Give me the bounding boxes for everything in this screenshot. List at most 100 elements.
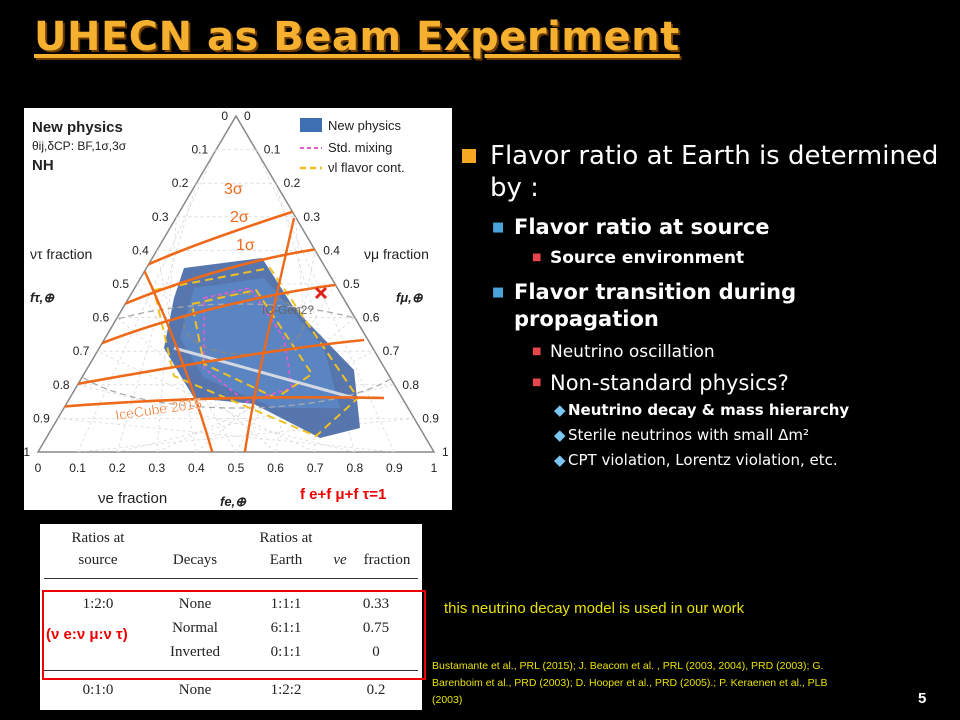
f-mu-axis-label: fμ,⊕ — [396, 290, 424, 305]
cell-fraction: 0.2 — [366, 682, 386, 698]
bullet-text: Flavor transition during propagation — [514, 280, 797, 331]
cell-decay: Inverted — [170, 644, 220, 660]
square-bullet-icon: ■ — [532, 346, 542, 357]
diamond-bullet-icon: ◆ — [554, 451, 566, 469]
cell-decay: None — [178, 682, 212, 698]
bullet-level3: ■ Neutrino oscillation — [532, 341, 942, 363]
bullet-level4: ◆ CPT violation, Lorentz violation, etc. — [554, 451, 942, 470]
grid-line — [77, 149, 217, 452]
legend-label-std-mixing: Std. mixing — [328, 140, 392, 155]
tick-label: 0.5 — [112, 277, 129, 291]
tick-label: 0.4 — [323, 243, 340, 257]
tick-label: 0.2 — [172, 176, 189, 190]
legend-swatch-new-physics — [300, 118, 322, 132]
ternary-plot: New physics θij,δCP: BF,1σ,3σ NH New phy… — [24, 109, 449, 509]
bullet-level3: ■ Non-standard physics? — [532, 369, 942, 397]
bullet-text: Flavor ratio at Earth is determined by : — [490, 141, 939, 203]
cell-decay: None — [178, 596, 212, 612]
flavor-contour-outer — [152, 266, 360, 438]
legend-label-flavor-cont: νl flavor cont. — [328, 160, 405, 175]
bullet-text: Flavor ratio at source — [514, 215, 770, 239]
work-note: this neutrino decay model is used in our… — [444, 600, 745, 617]
tick-label: 0.7 — [307, 461, 324, 475]
icgen2-label: IC-Gen2? — [262, 303, 314, 317]
f-tau-axis-label: fτ,⊕ — [30, 290, 55, 305]
header-ratios-earth-2: Earth — [269, 552, 303, 568]
mixing-line — [173, 346, 355, 400]
header-ratios-source-2: source — [78, 552, 118, 568]
f-e-axis-label: fe,⊕ — [220, 494, 247, 509]
slide-title: UHECN as Beam Experiment — [34, 14, 680, 60]
icecube-label: IceCube 2015 — [114, 395, 203, 423]
table-rule-top — [44, 578, 418, 579]
square-bullet-icon: ■ — [492, 285, 505, 300]
new-physics-inner-region — [180, 278, 340, 408]
square-bullet-icon: ■ — [532, 377, 542, 388]
ratio-notation-label: (ν e:ν μ:ν τ) — [46, 626, 128, 643]
tick-label: 0 — [221, 109, 228, 123]
header-decays: Decays — [172, 552, 218, 568]
bullet-level4: ◆ Sterile neutrinos with small Δm² — [554, 426, 942, 445]
grid-line — [57, 418, 395, 452]
table-highlight-box — [42, 590, 426, 680]
grid-line — [255, 149, 395, 452]
cell-earth: 0:1:1 — [270, 644, 302, 660]
cell-source: 1:2:0 — [82, 596, 114, 612]
bullet-text: Neutrino decay & mass hierarchy — [568, 401, 850, 419]
tick-label: 0.1 — [69, 461, 86, 475]
square-bullet-icon — [462, 149, 476, 163]
tick-label: 0.3 — [152, 210, 169, 224]
cell-source: 0:1:0 — [82, 682, 114, 698]
bullet-level2: ■ Flavor ratio at source — [492, 214, 942, 241]
sigma-label-2: 2σ — [230, 209, 249, 226]
flavor-sum-constraint: f e+f μ+f τ=1 — [300, 486, 387, 503]
grid-line — [97, 350, 316, 452]
tick-label: 0.6 — [267, 461, 284, 475]
diamond-bullet-icon: ◆ — [554, 401, 566, 419]
tick-label: 0.2 — [284, 176, 301, 190]
tick-label: 0 — [244, 109, 251, 123]
cell-earth: 6:1:1 — [270, 620, 302, 636]
cell-earth: 1:2:2 — [270, 682, 302, 698]
nu-e-fraction-caption: νe fraction — [98, 490, 168, 507]
flavor-contour-inner — [190, 288, 314, 400]
bullet-level4: ◆ Neutrino decay & mass hierarchy — [554, 401, 942, 420]
tick-label: 0.6 — [363, 311, 380, 325]
bullet-text: CPT violation, Lorentz violation, etc. — [568, 451, 838, 469]
tick-label: 0.9 — [386, 461, 403, 475]
tick-label: 0.5 — [343, 277, 360, 291]
figure-header-1: New physics — [32, 119, 123, 136]
bullet-level3: ■ Source environment — [532, 247, 942, 269]
tick-label: 0.1 — [264, 143, 281, 157]
tick-label: 0.1 — [192, 143, 209, 157]
tick-label: 0.7 — [383, 344, 400, 358]
header-fraction: fraction — [363, 552, 411, 568]
icecube-lower-curve-a — [43, 338, 365, 392]
tick-label: 0.8 — [402, 378, 419, 392]
tick-label: 0.3 — [148, 461, 165, 475]
grid-line — [77, 418, 415, 452]
tick-label: 0.7 — [73, 344, 90, 358]
diamond-bullet-icon: ◆ — [554, 426, 566, 444]
tick-label: 0.9 — [422, 411, 439, 425]
legend-label-new-physics: New physics — [328, 118, 401, 133]
page-number: 5 — [918, 690, 927, 707]
bullet-text: Sterile neutrinos with small Δm² — [568, 426, 810, 444]
square-bullet-icon: ■ — [532, 252, 542, 263]
tick-label: 0.5 — [228, 461, 245, 475]
icgen2-contour — [183, 293, 305, 355]
tick-label: 1 — [442, 445, 449, 459]
sigma-label-3: 3σ — [224, 181, 243, 198]
tick-label: 0.8 — [53, 378, 70, 392]
tick-label: 0 — [35, 461, 42, 475]
icecube-lower-curve-b — [43, 396, 385, 410]
header-ratios-source-1: Ratios at — [71, 530, 125, 546]
square-bullet-icon: ■ — [492, 220, 505, 235]
table-rule-mid — [44, 670, 418, 671]
ternary-plot-panel: New physics θij,δCP: BF,1σ,3σ NH New phy… — [24, 108, 452, 510]
tick-label: 0.6 — [93, 311, 110, 325]
bullet-level2: ■ Flavor transition during propagation — [492, 279, 942, 333]
tick-label: 1 — [431, 461, 438, 475]
cell-earth: 1:1:1 — [270, 596, 302, 612]
tick-label: 0.9 — [33, 411, 50, 425]
